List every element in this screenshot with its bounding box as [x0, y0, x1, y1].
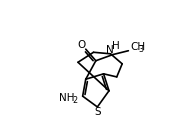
- Text: H: H: [112, 41, 120, 51]
- Text: NH: NH: [59, 94, 75, 103]
- Text: 2: 2: [72, 96, 78, 105]
- Text: N: N: [106, 45, 114, 55]
- Text: O: O: [78, 40, 86, 50]
- Text: CH: CH: [131, 42, 146, 52]
- Text: 3: 3: [138, 45, 143, 54]
- Text: S: S: [94, 107, 101, 117]
